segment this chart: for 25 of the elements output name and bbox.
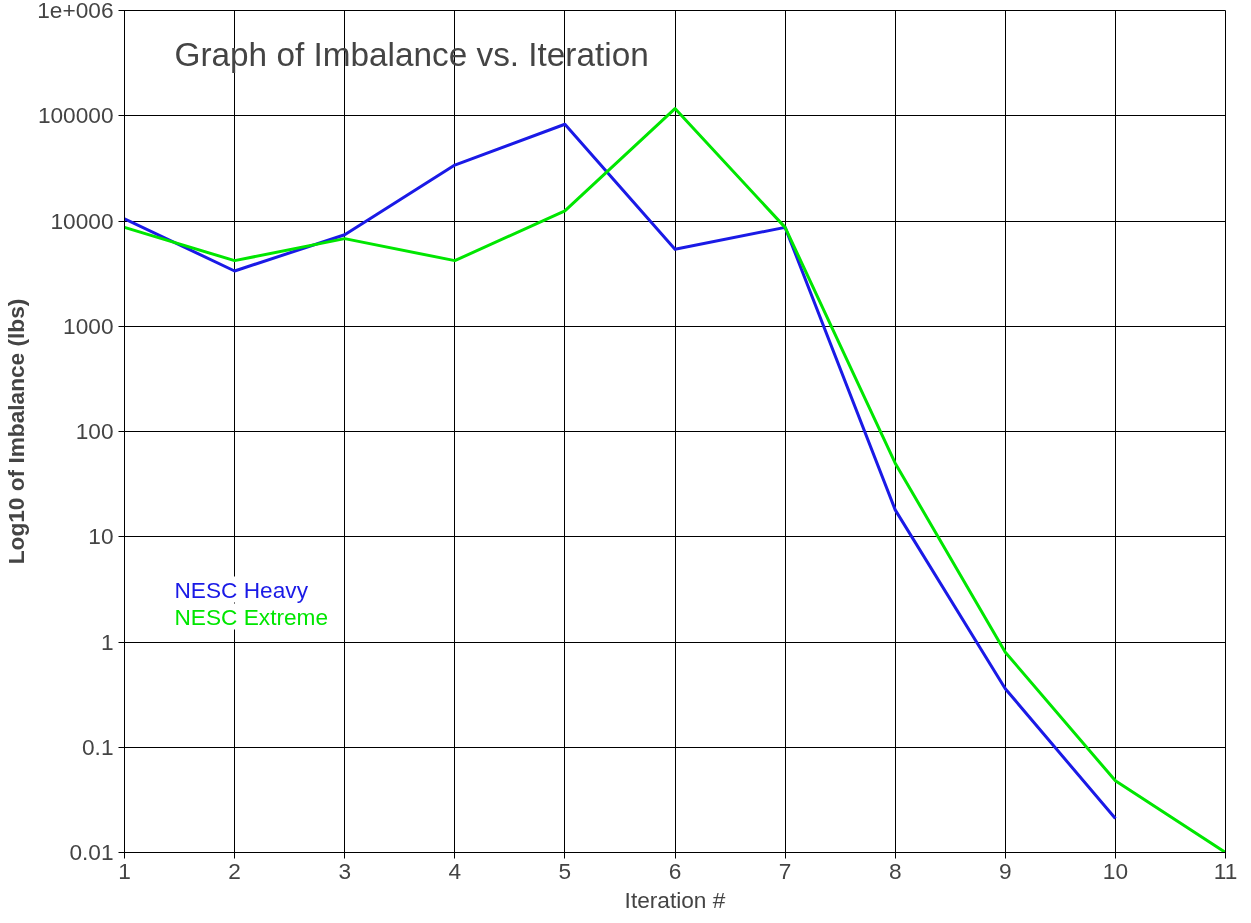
x-tick-label: 5 <box>558 857 572 884</box>
y-tick-label: 10000 <box>50 207 114 234</box>
x-tick-label: 2 <box>228 857 241 884</box>
x-tick-label: 10 <box>1102 857 1128 884</box>
x-tick-label: 9 <box>999 857 1012 884</box>
y-tick-label: 10 <box>88 523 114 550</box>
text: NESC Extreme <box>174 603 329 630</box>
y-tick-label: 1 <box>100 628 114 655</box>
y-axis-title: Log10 of Imbalance (lbs) <box>3 298 30 565</box>
x-tick-label: 7 <box>778 857 792 884</box>
line-series <box>124 122 1117 821</box>
y-tick-label: 0.1 <box>82 733 114 760</box>
y-tick-label: 100000 <box>37 102 114 129</box>
x-tick-label: 8 <box>888 857 902 884</box>
x-tick-label: 3 <box>338 857 352 884</box>
y-tick-label: 1e+006 <box>37 0 114 23</box>
y-tick-label: 100 <box>75 418 114 444</box>
x-tick-label: 1 <box>118 857 131 884</box>
x-tick-label: 6 <box>668 857 682 884</box>
y-tick-label: 0.01 <box>69 839 114 865</box>
text: NESC Heavy <box>174 576 309 603</box>
y-tick-label: 1000 <box>63 312 114 339</box>
x-tick-label: 4 <box>448 857 462 884</box>
x-tick-label: 11 <box>1213 857 1238 884</box>
x-axis-title: Iteration # <box>624 886 726 913</box>
